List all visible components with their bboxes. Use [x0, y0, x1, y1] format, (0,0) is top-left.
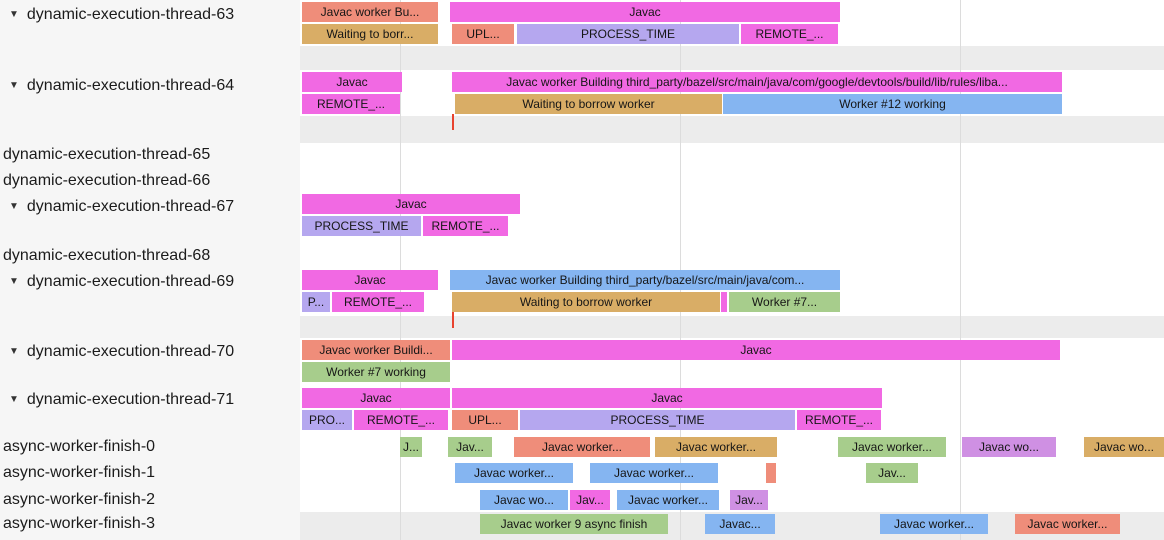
track-label-text: dynamic-execution-thread-67 — [26, 198, 235, 215]
track-label-row[interactable]: dynamic-execution-thread-65 — [0, 144, 300, 166]
trace-slice[interactable]: Javac worker... — [590, 463, 718, 483]
trace-slice[interactable]: Javac wo... — [480, 490, 568, 510]
trace-slice[interactable]: Javac... — [705, 514, 775, 534]
trace-slice[interactable]: Javac — [302, 72, 402, 92]
trace-slice[interactable]: REMOTE_... — [332, 292, 424, 312]
trace-slice[interactable]: Javac worker... — [880, 514, 988, 534]
track-label-text: dynamic-execution-thread-69 — [26, 273, 235, 290]
track-label-text: dynamic-execution-thread-64 — [26, 77, 235, 94]
track-label-row[interactable]: ▼ dynamic-execution-thread-71 — [0, 389, 300, 411]
trace-slice[interactable]: Waiting to borr... — [302, 24, 438, 44]
collapse-triangle-icon[interactable]: ▼ — [9, 346, 19, 357]
track-label-text: dynamic-execution-thread-66 — [3, 172, 211, 189]
trace-slice[interactable]: Javac — [452, 388, 882, 408]
collapse-triangle-icon[interactable]: ▼ — [9, 9, 19, 20]
track-background-band — [300, 116, 1164, 143]
trace-slice[interactable]: REMOTE_... — [423, 216, 508, 236]
trace-slice[interactable]: Javac worker 9 async finish — [480, 514, 668, 534]
trace-slice[interactable]: Worker #12 working — [723, 94, 1062, 114]
track-label-row[interactable]: ▼ dynamic-execution-thread-69 — [0, 271, 300, 293]
timeline-canvas[interactable]: Javac worker Bu... Javac Waiting to borr..… — [300, 0, 1164, 540]
trace-slice[interactable]: PROCESS_TIME — [520, 410, 795, 430]
track-label-row[interactable]: ▼ dynamic-execution-thread-67 — [0, 196, 300, 218]
trace-slice[interactable]: Javac worker Building third_party/bazel/… — [450, 270, 840, 290]
collapse-triangle-icon[interactable]: ▼ — [9, 80, 19, 91]
trace-slice[interactable]: Javac worker... — [455, 463, 573, 483]
trace-slice[interactable] — [766, 463, 776, 483]
track-label-row[interactable]: ▼ dynamic-execution-thread-64 — [0, 75, 300, 97]
track-label-text: dynamic-execution-thread-68 — [3, 247, 211, 264]
trace-slice[interactable]: J... — [400, 437, 422, 457]
trace-slice[interactable]: Javac worker... — [514, 437, 650, 457]
trace-slice[interactable]: REMOTE_... — [797, 410, 881, 430]
track-label-row[interactable]: dynamic-execution-thread-68 — [0, 245, 300, 267]
instant-event-marker[interactable] — [452, 312, 454, 328]
trace-slice[interactable]: Jav... — [866, 463, 918, 483]
trace-slice[interactable]: Javac — [302, 270, 438, 290]
trace-slice[interactable]: Javac — [302, 388, 450, 408]
trace-slice[interactable]: Worker #7 working — [302, 362, 450, 382]
track-background-band — [300, 46, 1164, 70]
trace-slice[interactable]: UPL... — [452, 410, 518, 430]
trace-slice[interactable]: Javac — [302, 194, 520, 214]
track-label-text: async-worker-finish-3 — [3, 515, 156, 532]
trace-slice[interactable]: REMOTE_... — [354, 410, 448, 430]
trace-slice[interactable]: Jav... — [730, 490, 768, 510]
track-label-text: dynamic-execution-thread-63 — [26, 6, 235, 23]
trace-slice[interactable]: REMOTE_... — [741, 24, 838, 44]
track-name-panel: ▼ dynamic-execution-thread-63 ▼ dynamic-exe… — [0, 0, 300, 540]
trace-slice[interactable]: Javac wo... — [1084, 437, 1164, 457]
trace-slice[interactable]: Javac worker... — [838, 437, 946, 457]
collapse-triangle-icon[interactable]: ▼ — [9, 201, 19, 212]
trace-slice[interactable]: Waiting to borrow worker — [455, 94, 722, 114]
trace-slice[interactable]: PROCESS_TIME — [302, 216, 421, 236]
collapse-triangle-icon[interactable]: ▼ — [9, 394, 19, 405]
trace-slice[interactable]: P... — [302, 292, 330, 312]
trace-slice[interactable]: Javac worker... — [1015, 514, 1120, 534]
track-background-band — [300, 316, 1164, 338]
trace-slice[interactable]: Javac wo... — [962, 437, 1056, 457]
track-label-text: dynamic-execution-thread-65 — [3, 146, 211, 163]
track-label-row[interactable]: async-worker-finish-3 — [0, 513, 300, 535]
trace-slice[interactable]: Javac worker... — [617, 490, 719, 510]
track-label-row[interactable]: ▼ dynamic-execution-thread-70 — [0, 341, 300, 363]
collapse-triangle-icon[interactable]: ▼ — [9, 276, 19, 287]
trace-slice[interactable]: UPL... — [452, 24, 514, 44]
trace-slice[interactable] — [721, 292, 727, 312]
trace-slice[interactable]: Javac — [452, 340, 1060, 360]
track-label-text: async-worker-finish-2 — [3, 491, 156, 508]
trace-slice[interactable]: Javac worker Building third_party/bazel/… — [452, 72, 1062, 92]
trace-slice[interactable]: Waiting to borrow worker — [452, 292, 720, 312]
trace-slice[interactable]: Javac worker Buildi... — [302, 340, 450, 360]
track-label-text: dynamic-execution-thread-71 — [26, 391, 235, 408]
trace-slice[interactable]: PRO... — [302, 410, 352, 430]
trace-slice[interactable]: Javac — [450, 2, 840, 22]
track-label-row[interactable]: async-worker-finish-2 — [0, 489, 300, 511]
track-label-text: dynamic-execution-thread-70 — [26, 343, 235, 360]
trace-slice[interactable]: Worker #7... — [729, 292, 840, 312]
track-label-row[interactable]: ▼ dynamic-execution-thread-63 — [0, 4, 300, 26]
trace-slice[interactable]: Jav... — [570, 490, 610, 510]
trace-slice[interactable]: REMOTE_... — [302, 94, 400, 114]
time-gridline — [960, 0, 961, 540]
track-label-row[interactable]: async-worker-finish-1 — [0, 462, 300, 484]
trace-slice[interactable]: Javac worker Bu... — [302, 2, 438, 22]
track-label-text: async-worker-finish-0 — [3, 438, 156, 455]
track-label-row[interactable]: dynamic-execution-thread-66 — [0, 170, 300, 192]
trace-slice[interactable]: Jav... — [448, 437, 492, 457]
track-label-row[interactable]: async-worker-finish-0 — [0, 436, 300, 458]
trace-slice[interactable]: PROCESS_TIME — [517, 24, 739, 44]
instant-event-marker[interactable] — [452, 114, 454, 130]
trace-slice[interactable]: Javac worker... — [655, 437, 777, 457]
track-label-text: async-worker-finish-1 — [3, 464, 156, 481]
